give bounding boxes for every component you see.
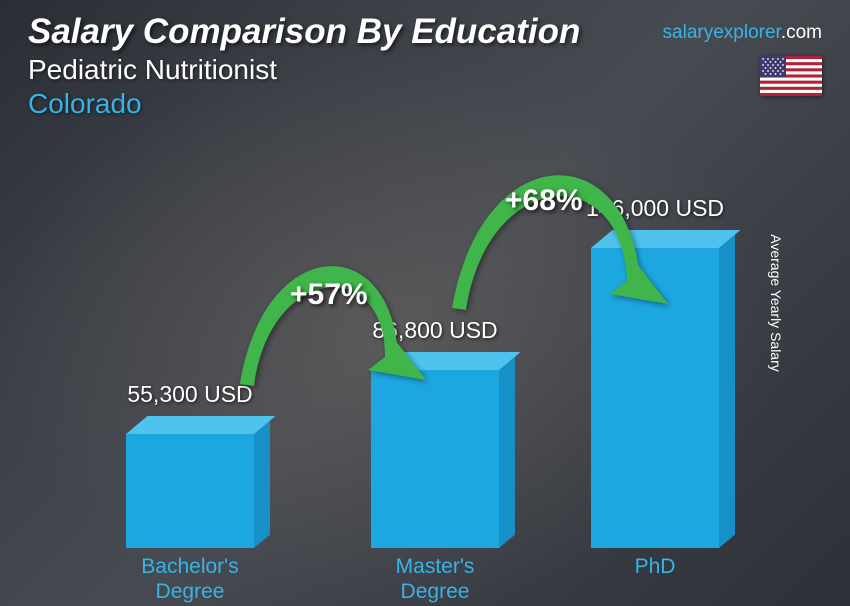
bar-side (499, 357, 515, 548)
header: Salary Comparison By Education Pediatric… (28, 12, 580, 120)
bar-side (254, 421, 270, 548)
brand-name: salaryexplorer (663, 22, 781, 43)
increase-percent-label: +68% (505, 184, 583, 218)
y-axis-label: Average Yearly Salary (767, 234, 783, 372)
page-location: Colorado (28, 88, 580, 120)
bar-front (126, 434, 254, 548)
increase-arrow (440, 128, 670, 318)
page-title: Salary Comparison By Education (28, 12, 580, 52)
bar-chart: 55,300 USDBachelor's Degree 86,800 USDMas… (0, 126, 850, 606)
brand-logo: salaryexplorer.com (663, 22, 822, 44)
bar-group: 55,300 USDBachelor's Degree (126, 434, 254, 548)
increase-percent-label: +57% (290, 278, 368, 312)
bar-side (719, 235, 735, 548)
bar-category-label: Master's Degree (396, 554, 475, 604)
bar-top (126, 416, 275, 434)
bar-front (371, 370, 499, 548)
flag-icon (760, 56, 822, 96)
brand-suffix: .com (781, 22, 822, 43)
bar-group: 86,800 USDMaster's Degree (371, 370, 499, 548)
bar-category-label: PhD (635, 554, 676, 579)
bar-category-label: Bachelor's Degree (141, 554, 238, 604)
page-subtitle: Pediatric Nutritionist (28, 54, 580, 86)
